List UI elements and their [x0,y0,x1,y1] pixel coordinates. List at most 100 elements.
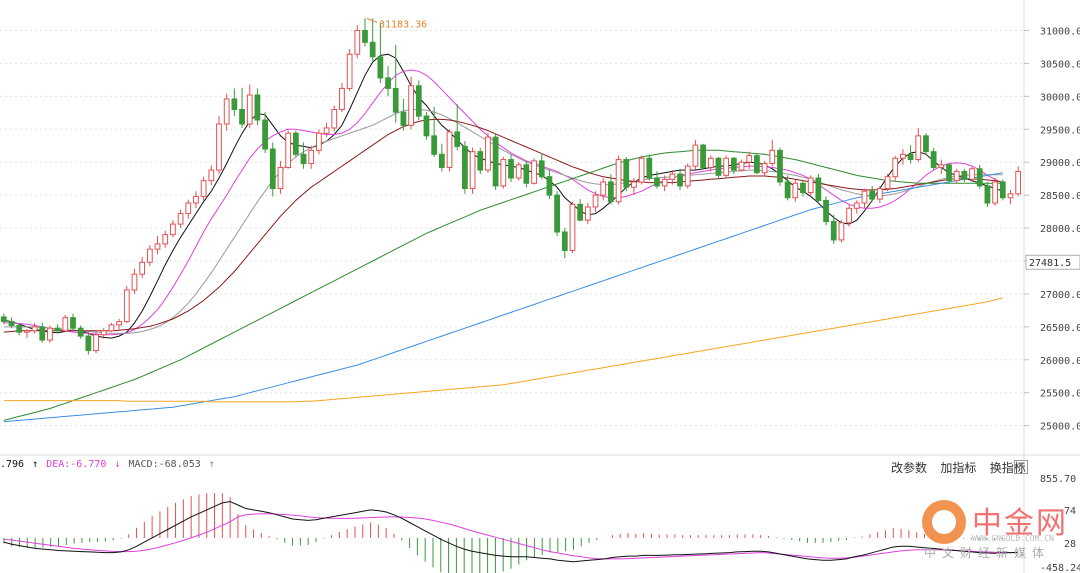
candle-body [1015,170,1022,195]
candle [938,159,945,175]
candle-body [292,132,299,155]
candle-body [139,261,146,275]
candle [984,181,991,207]
candle [730,156,737,175]
candle-body [415,85,422,117]
candle [769,139,776,167]
macd-tick-label: -458.24 [1040,563,1080,573]
edit-params-button[interactable]: 改参数 [891,461,928,475]
dea-value: DEA:-6.770 [46,459,107,470]
candle-body [223,98,230,125]
candle-body [39,326,46,341]
candle [976,164,983,189]
candle-body [492,136,499,187]
candle [292,130,299,157]
candle-body [423,115,430,137]
candle-body [8,321,15,327]
candle-body [377,56,384,79]
candle [700,143,706,171]
candle [884,174,891,192]
candle [116,318,122,330]
y-tick-label: 26500.0 [1040,323,1080,334]
candle-body [446,131,453,168]
candle-body [600,181,607,196]
candle-body [700,144,706,168]
candle [900,149,906,165]
candle [8,317,15,329]
candle-body [216,123,222,171]
candle [623,156,630,192]
candle-body [661,178,668,187]
candle [953,168,960,184]
candle [546,170,553,200]
candle-body [761,163,768,174]
y-tick-label: 28500.0 [1040,191,1080,202]
y-tick-label: 28000.0 [1040,224,1080,235]
close-icon[interactable]: ✕ [1014,460,1028,474]
candle [469,147,476,194]
candle-body [723,157,730,176]
add-indicator-button[interactable]: 加指标 [940,461,977,475]
candle-body [47,327,53,341]
candle-body [861,190,868,204]
candle-body [892,157,899,178]
y-tick-label: 27000.0 [1040,290,1080,301]
candle [446,129,453,172]
candle-body [923,135,929,153]
candle [0,313,7,325]
candle-body [715,157,722,176]
candle [108,322,115,333]
macd-value: MACD:-68.053 [128,459,201,470]
y-tick-label: 25500.0 [1040,389,1080,400]
ma-line-ma5 [3,53,1003,339]
candle [715,156,722,180]
candle [462,141,468,194]
candle [846,204,852,227]
y-tick-label: 29000.0 [1040,158,1080,169]
brand-logo-icon [922,500,966,544]
candle [907,145,914,164]
candle [561,228,568,259]
candle-body [323,127,330,134]
candle [477,147,484,175]
candle-body [254,94,261,121]
candle [223,93,230,131]
candle-body [961,170,968,180]
candle-body [800,182,806,193]
candle-body [584,206,591,221]
candle [777,147,783,186]
candle-body [354,29,361,55]
ma-line-ma10 [3,69,1004,336]
candle [1007,189,1014,205]
candle-body [70,317,76,329]
candle-body [631,181,637,188]
switch-indicator-button[interactable]: 换指标 [989,461,1026,475]
candle [123,286,130,323]
candle [438,143,445,172]
candle [262,112,268,153]
candle-body [54,327,61,332]
candle-body [154,243,161,250]
indicator-toolbar: 改参数 加指标 换指标 [891,459,1036,476]
candle [492,134,499,190]
ma-line-ma120 [3,172,1003,423]
candle [823,196,829,226]
candle-body [523,164,530,184]
candle [569,201,576,254]
candle-body [846,207,852,224]
candle [208,165,215,186]
candle [946,163,952,184]
candle [815,174,822,204]
macd-indicator-bar: .796 ↑ DEA:-6.770 ↓ MACD:-68.053 ↑ [0,459,217,470]
candle [369,18,376,61]
candle-body [754,155,760,174]
candle-body [262,119,268,150]
candle [323,122,330,138]
candle [16,322,23,336]
candle-body [431,135,438,155]
dif-line [3,500,1019,563]
candle [792,179,799,202]
candle [485,133,491,173]
candle-body [907,153,914,161]
candle [915,127,922,163]
